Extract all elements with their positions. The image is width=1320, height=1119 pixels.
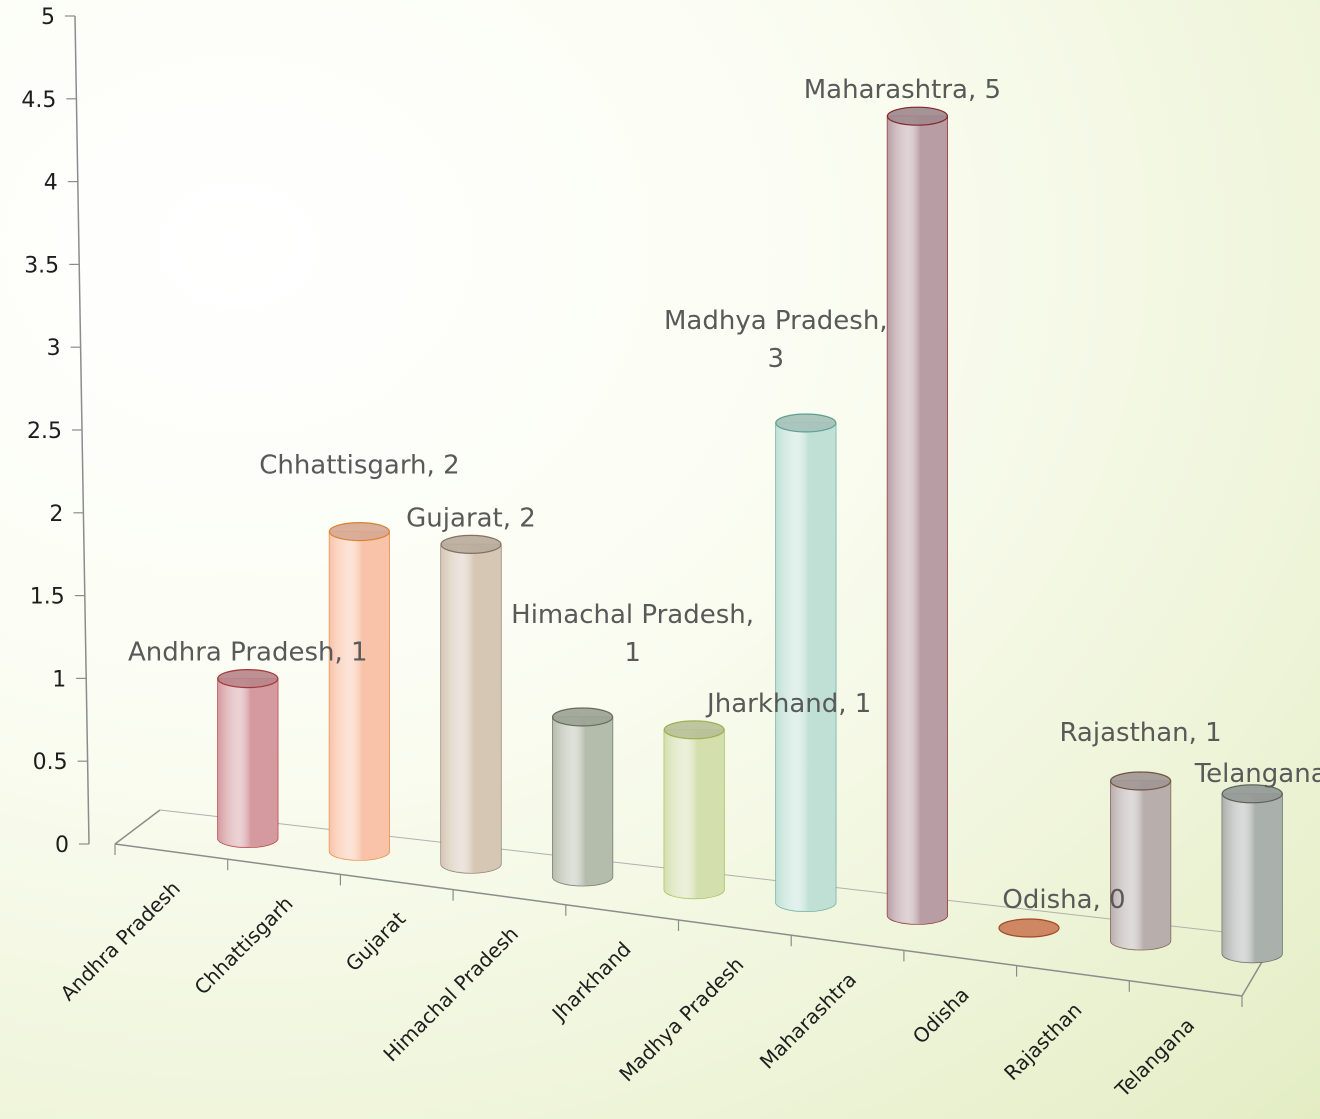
bar-shading — [775, 422, 836, 912]
bar-shading — [441, 544, 501, 873]
bar-top — [998, 918, 1060, 938]
bar — [328, 521, 390, 861]
bar-shading — [329, 531, 390, 861]
bar — [551, 707, 614, 887]
x-category-label: Chhattisgarh — [190, 891, 298, 999]
floor-left-edge — [114, 809, 161, 845]
bar — [998, 918, 1060, 938]
y-tick-label: 2.5 — [27, 419, 62, 444]
x-category-label: Jharkhand — [546, 937, 636, 1027]
bar-top-shade — [664, 720, 725, 739]
bar — [217, 668, 279, 848]
bar — [663, 720, 725, 900]
data-label: Maharashtra, 5 — [804, 75, 1001, 105]
x-category-label: Madhya Pradesh — [614, 952, 748, 1086]
data-label: Rajasthan, 1 — [1059, 718, 1221, 748]
bar-top-shade — [1222, 784, 1283, 803]
y-tick-label: 4.5 — [21, 88, 56, 113]
x-category-label: Telangana — [1110, 1013, 1199, 1102]
x-category-label: Rajasthan — [999, 998, 1086, 1085]
bar — [1221, 784, 1283, 964]
x-category-label: Himachal Pradesh — [378, 922, 523, 1067]
y-tick-label: 0 — [55, 833, 69, 858]
bar-shading — [887, 116, 948, 925]
bar-top — [217, 668, 279, 689]
bar-top — [1221, 784, 1283, 804]
data-label: Telangana, 1 — [1194, 759, 1320, 789]
x-category-label: Maharashtra — [755, 967, 861, 1073]
data-label: Chhattisgarh, 2 — [259, 451, 459, 481]
bar-shading — [552, 716, 613, 886]
y-tick-label: 5 — [41, 5, 55, 30]
x-category-label: Andhra Pradesh — [56, 876, 185, 1005]
bar-shading — [217, 678, 278, 848]
bar-top — [1109, 771, 1172, 791]
y-tick-label: 0.5 — [33, 750, 68, 775]
x-category-label: Gujarat — [341, 906, 411, 976]
y-tick-label: 4 — [44, 171, 58, 196]
bar-top — [663, 720, 725, 740]
bar-top — [886, 106, 949, 126]
bar-top — [328, 521, 390, 542]
bar-top — [440, 534, 502, 554]
data-label: Jharkhand, 1 — [705, 689, 871, 719]
y-axis: 0 0.5 1 1.5 2 2.5 3 3.5 4 4.5 5 — [21, 5, 90, 858]
bar-top-shade — [887, 107, 948, 126]
bar-top-shade — [329, 522, 390, 541]
y-tick-label: 1.5 — [30, 585, 65, 610]
bar-shading — [664, 729, 725, 899]
y-tick-label: 1 — [52, 667, 66, 692]
y-tick-label: 3.5 — [24, 253, 59, 278]
data-label: Andhra Pradesh, 1 — [128, 638, 368, 668]
bar-top-shade — [1110, 771, 1171, 790]
bar-top-shade — [217, 669, 278, 688]
bar-shading — [1110, 780, 1171, 950]
bar-top — [551, 707, 614, 727]
bar-top-shade — [552, 707, 613, 726]
data-label: Odisha, 0 — [1002, 885, 1125, 915]
bar — [1109, 771, 1172, 951]
bar — [440, 534, 502, 874]
data-label: Himachal Pradesh, 1 — [511, 600, 754, 668]
y-tick-label: 2 — [49, 502, 63, 527]
x-axis: Andhra Pradesh Chhattisgarh GujaratHimacha… — [56, 843, 1243, 1102]
x-category-label: Odisha — [908, 983, 974, 1049]
bar-top-shade — [441, 535, 501, 554]
data-label: Madhya Pradesh, 3 — [664, 306, 888, 374]
data-label: Gujarat, 2 — [406, 503, 536, 533]
bar — [775, 413, 837, 912]
bar-shading — [1222, 793, 1283, 963]
bars — [217, 106, 1283, 964]
bar-top-shade — [775, 413, 836, 432]
bar — [886, 106, 949, 925]
bar-top — [775, 413, 837, 433]
y-tick-label: 3 — [47, 336, 61, 361]
data-labels: Andhra Pradesh, 1 Chhattisgarh, 2 Gujarat,… — [128, 75, 1320, 915]
